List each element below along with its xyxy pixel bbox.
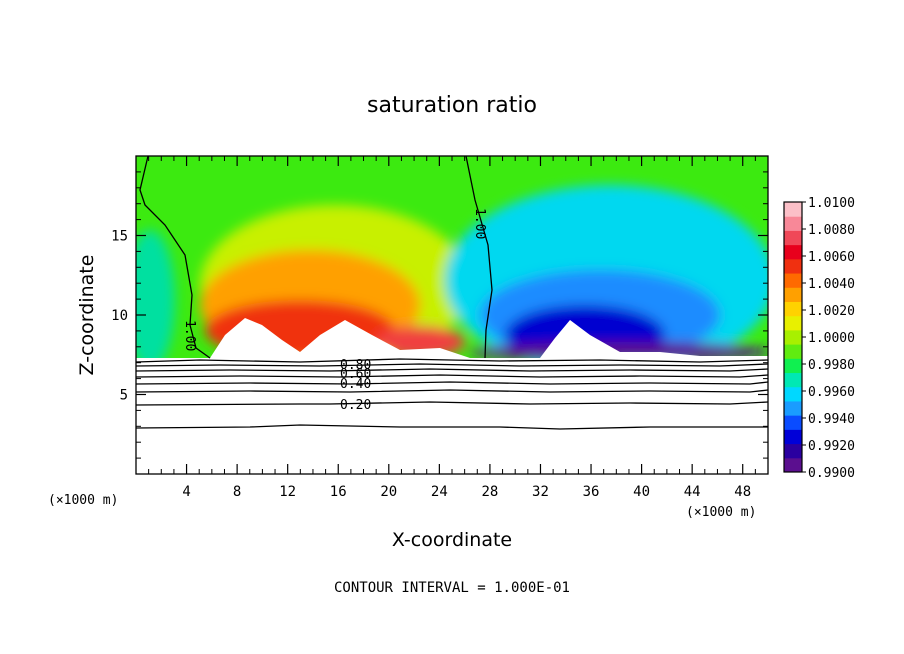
colorbar-label-4: 1.0020 [808, 304, 855, 319]
colorbar-swatch-10 [784, 315, 802, 331]
heatmap-field [136, 156, 768, 358]
surface-contour-label-4: 0.20 [340, 398, 371, 413]
x-tick-label-16: 16 [330, 484, 347, 500]
colorbar-swatch-3 [784, 415, 802, 430]
x-axis-label: X-coordinate [392, 529, 512, 551]
contour-line-left [139, 155, 211, 359]
colorbar: 1.0100 1.0080 1.0060 1.0040 1.0020 1.0000 0.99… [783, 196, 855, 481]
x-tick-label-44: 44 [684, 484, 701, 500]
colorbar-label-1: 1.0080 [808, 223, 855, 238]
colorbar-swatch-13 [784, 273, 802, 288]
x-tick-label-8: 8 [233, 484, 241, 500]
surface-contour-3 [135, 368, 769, 372]
colorbar-swatch-0 [784, 457, 802, 473]
colorbar-swatch-9 [784, 329, 802, 345]
contour-label-left: 1.00 [182, 320, 197, 351]
y-tick-label-5: 5 [120, 388, 128, 404]
colorbar-swatch-2 [784, 429, 802, 445]
colorbar-label-10: 0.9900 [808, 466, 855, 481]
colorbar-swatch-6 [784, 372, 802, 388]
contour-line-right [465, 155, 493, 359]
y-axis-label: Z-coordinate [76, 255, 98, 376]
y-tick-label-10: 10 [111, 308, 128, 324]
x-tick-label-40: 40 [633, 484, 650, 500]
colorbar-swatch-4 [784, 400, 802, 416]
contour-label-top: 1.00 [472, 208, 487, 239]
field-left-cyan [136, 230, 175, 358]
colorbar-swatch-17 [784, 216, 802, 231]
surface-contour-4 [135, 374, 769, 378]
x-tick-label-24: 24 [431, 484, 448, 500]
contour-lines [135, 155, 769, 430]
colorbar-label-3: 1.0040 [808, 277, 855, 292]
contour-interval-footnote: CONTOUR INTERVAL = 1.000E-01 [334, 580, 570, 596]
surface-contour-5 [135, 381, 769, 385]
colorbar-label-7: 0.9960 [808, 385, 855, 400]
colorbar-swatch-18 [784, 202, 802, 217]
white-terrain-right [540, 320, 768, 358]
x-tick-label-32: 32 [532, 484, 549, 500]
y-tick-label-15: 15 [111, 229, 128, 245]
colorbar-label-9: 0.9920 [808, 439, 855, 454]
colorbar-swatch-15 [784, 244, 802, 260]
x-tick-label-12: 12 [279, 484, 296, 500]
y-axis-ticks: 5 10 15 [111, 171, 768, 459]
colorbar-label-8: 0.9940 [808, 412, 855, 427]
x-tick-label-36: 36 [583, 484, 600, 500]
surface-contour-label-1: 0.80 [340, 358, 371, 373]
colorbar-label-5: 1.0000 [808, 331, 855, 346]
surface-contour-label-2: 0.60 [340, 367, 371, 382]
colorbar-swatch-1 [784, 443, 802, 459]
x-tick-label-4: 4 [182, 484, 190, 500]
colorbar-label-0: 1.0100 [808, 196, 855, 211]
surface-contour-6 [135, 389, 769, 393]
surface-contour-2 [135, 363, 769, 367]
x-unit-right: (×1000 m) [686, 505, 756, 520]
colorbar-swatch-8 [784, 344, 802, 359]
x-unit-left: (×1000 m) [48, 493, 118, 508]
x-tick-label-28: 28 [481, 484, 498, 500]
surface-contour-7 [135, 401, 769, 406]
colorbar-swatch-7 [784, 358, 802, 374]
colorbar-label-2: 1.0060 [808, 250, 855, 265]
colorbar-swatch-12 [784, 287, 802, 302]
surface-contour-label-3: 0.40 [340, 377, 371, 392]
colorbar-label-6: 0.9980 [808, 358, 855, 373]
x-axis-ticks: 4 8 12 16 20 24 28 32 36 40 44 48 [148, 156, 756, 500]
x-tick-label-48: 48 [734, 484, 751, 500]
colorbar-swatch-5 [784, 386, 802, 402]
chart-title: saturation ratio [367, 93, 537, 118]
surface-contour-1 [135, 358, 769, 363]
x-tick-label-20: 20 [380, 484, 397, 500]
colorbar-swatch-14 [784, 258, 802, 274]
colorbar-swatch-16 [784, 230, 802, 246]
white-terrain-left [210, 318, 470, 358]
colorbar-swatch-11 [784, 301, 802, 317]
surface-contour-8 [135, 424, 768, 430]
